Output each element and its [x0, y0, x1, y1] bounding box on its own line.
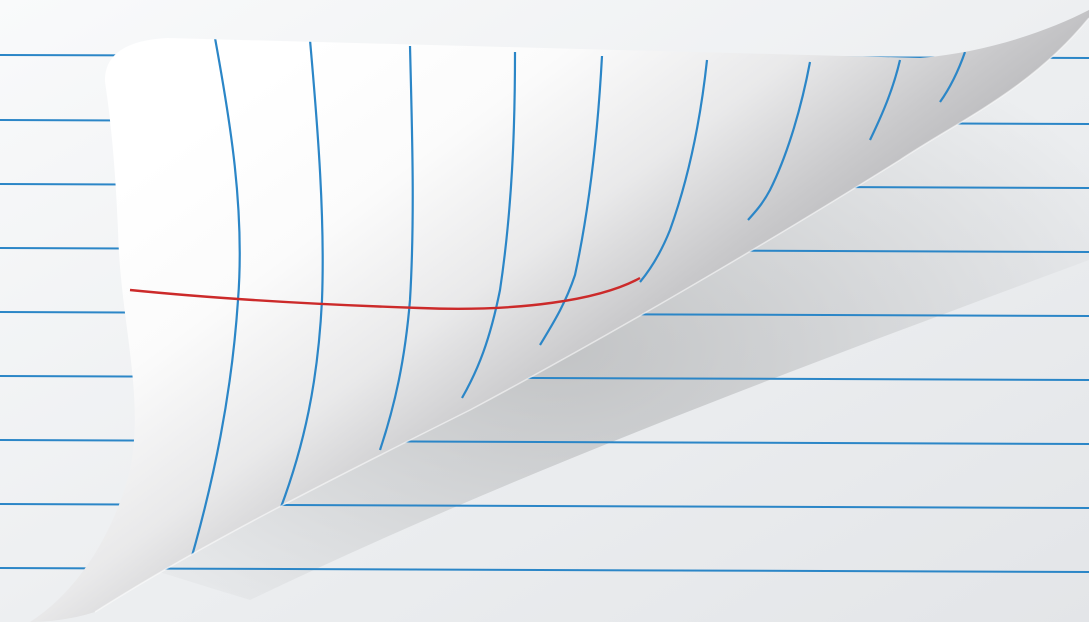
curl-rule-line [378, 45, 414, 451]
curl-rule-line [461, 51, 517, 399]
margin-line [129, 276, 641, 310]
curled-page [30, 10, 1089, 622]
curl-rule-line [539, 55, 604, 346]
curl-edge-highlight [94, 17, 1089, 613]
curl-rule-line [869, 59, 902, 141]
curl-rule-line [276, 39, 324, 516]
curl-rule-line [639, 59, 709, 283]
curl-rule-line [747, 61, 812, 221]
rule-line [0, 567, 1089, 573]
curl-rule-line [939, 51, 967, 103]
